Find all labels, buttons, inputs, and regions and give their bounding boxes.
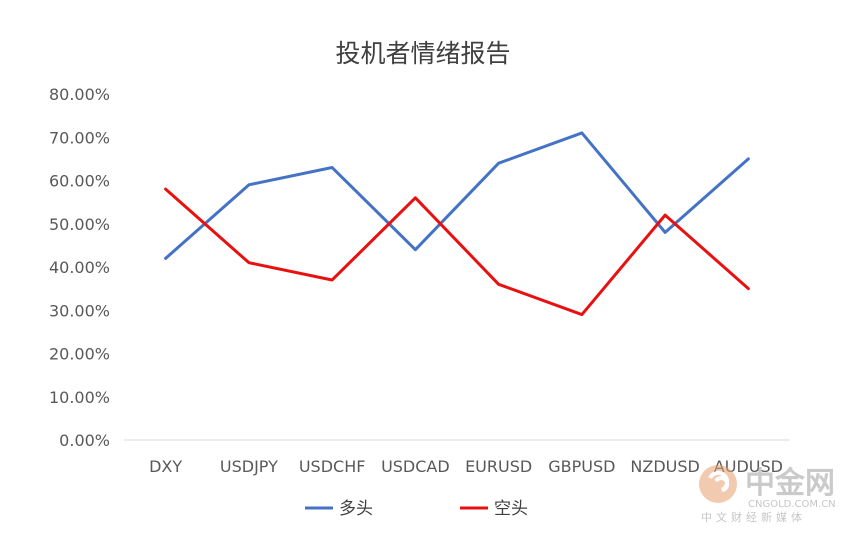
series-line-0	[164, 131, 750, 260]
y-tick-label: 0.00%	[59, 431, 110, 450]
legend: 多头 空头	[305, 499, 528, 519]
watermark-domain: CNGOLD.COM.CN	[748, 499, 836, 510]
x-tick-label: USDCAD	[381, 457, 450, 476]
y-tick-label: 10.00%	[49, 388, 110, 407]
watermark: 中金网 CNGOLD.COM.CN 中文财经新媒体	[699, 465, 836, 524]
legend-label: 空头	[494, 499, 528, 519]
y-axis: 0.00% 10.00% 20.00% 30.00% 40.00% 50.00% 60.00…	[49, 85, 110, 450]
y-tick-label: 80.00%	[49, 85, 110, 104]
y-tick-label: 40.00%	[49, 258, 110, 277]
x-tick-label: DXY	[149, 457, 182, 476]
series-line-1	[164, 187, 750, 317]
y-tick-label: 60.00%	[49, 172, 110, 191]
y-tick-label: 20.00%	[49, 345, 110, 364]
x-tick-label: USDCHF	[299, 457, 366, 476]
x-tick-label: USDJPY	[220, 457, 278, 476]
watermark-name: 中金网	[745, 466, 835, 501]
y-tick-label: 30.00%	[49, 301, 110, 320]
chart-title: 投机者情绪报告	[335, 39, 510, 68]
y-tick-label: 70.00%	[49, 128, 110, 147]
plot-area	[164, 131, 750, 317]
x-tick-label: GBPUSD	[548, 457, 615, 476]
watermark-tagline: 中文财经新媒体	[701, 510, 806, 524]
x-tick-label: NZDUSD	[630, 457, 699, 476]
legend-label: 多头	[339, 499, 373, 519]
y-tick-label: 50.00%	[49, 215, 110, 234]
watermark-logo-icon	[699, 465, 737, 503]
x-tick-label: EURUSD	[465, 457, 532, 476]
x-axis: DXY USDJPY USDCHF USDCAD EURUSD GBPUSD NZDUSD A…	[149, 457, 783, 476]
